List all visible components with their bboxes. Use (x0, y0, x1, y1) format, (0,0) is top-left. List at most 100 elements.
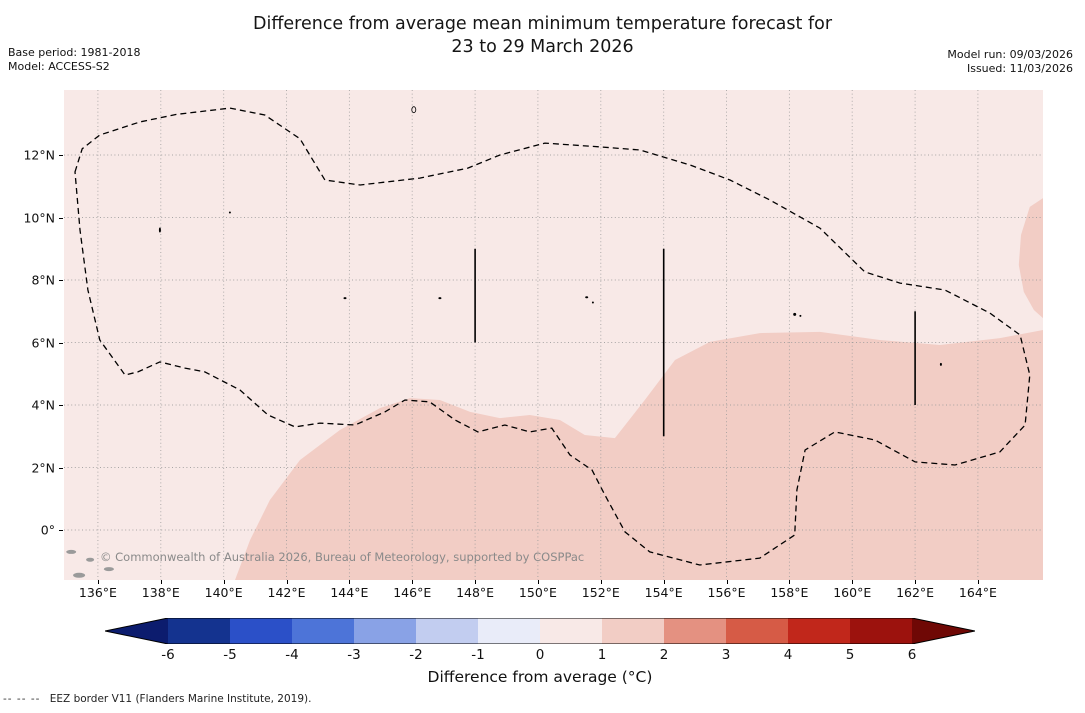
colorbar-segment (292, 618, 354, 644)
x-tick-label: 164°E (958, 585, 997, 600)
island-mark (799, 314, 802, 317)
colorbar-tick-labels: -6 -5 -4 -3 -2 -1 0 1 2 3 4 5 6 (105, 647, 975, 665)
y-tick-label: 12°N (23, 147, 55, 163)
y-tick-mark (59, 467, 63, 469)
colorbar-right-arrow (912, 618, 975, 644)
colorbar-left-arrow (105, 618, 168, 644)
forecast-anomaly-map: © Commonwealth of Australia 2026, Bureau… (64, 90, 1043, 580)
x-tick-label: 154°E (644, 585, 683, 600)
title-line-2: 23 to 29 March 2026 (451, 37, 634, 57)
y-tick-mark (59, 155, 63, 156)
colorbar-tick-label: 2 (659, 647, 669, 663)
colorbar-segment (788, 618, 850, 644)
model-run-text: Model run: 09/03/2026 (947, 48, 1073, 61)
issued-text: Issued: 11/03/2026 (966, 62, 1073, 75)
y-tick-mark (59, 217, 63, 219)
x-tick-label: 138°E (141, 585, 180, 600)
x-tick-label: 146°E (393, 585, 432, 600)
eez-footnote-text: EEZ border V11 (Flanders Marine Institut… (49, 693, 312, 705)
watermark-text: © Commonwealth of Australia 2026, Bureau… (100, 550, 585, 564)
y-tick-label: 2°N (31, 460, 55, 475)
colorbar-tick-label: 0 (535, 647, 545, 663)
x-tick-mark (160, 580, 162, 584)
colorbar-segment (478, 618, 540, 644)
colorbar-segment (850, 618, 912, 644)
x-tick-label: 158°E (770, 585, 809, 600)
y-tick-mark (59, 530, 63, 531)
colorbar-tick-label: -4 (285, 647, 299, 663)
x-tick-mark (286, 580, 288, 584)
eez-border-line (74, 107, 1031, 566)
x-tick-mark (475, 580, 477, 584)
colorbar-segment (168, 618, 230, 644)
colorbar-segment (664, 618, 726, 644)
x-tick-label: 140°E (204, 585, 243, 600)
y-tick-mark (59, 405, 63, 406)
colorbar-tick-label: 1 (597, 647, 607, 663)
island-mark (438, 297, 442, 300)
eez-footnote: -- -- -- EEZ border V11 (Flanders Marine… (3, 693, 311, 705)
colorbar-tick-label: -6 (161, 647, 175, 663)
x-tick-label: 144°E (330, 585, 369, 600)
model-name-text: Model: ACCESS-S2 (8, 60, 110, 73)
x-tick-label: 160°E (833, 585, 872, 600)
island-mark (411, 106, 417, 114)
colorbar-segment (416, 618, 478, 644)
island-mark (939, 362, 942, 366)
x-tick-label: 136°E (78, 585, 117, 600)
x-tick-mark (349, 580, 351, 584)
x-tick-mark (663, 580, 665, 584)
x-tick-mark (223, 580, 225, 584)
y-tick-mark (59, 342, 63, 344)
colorbar-segment (726, 618, 788, 644)
y-tick-label: 10°N (23, 210, 55, 225)
x-tick-mark (852, 580, 854, 584)
colorbar-canvas (104, 617, 976, 645)
x-tick-label: 156°E (707, 585, 746, 600)
colorbar-tick-label: -3 (347, 647, 361, 663)
page-title: Difference from average mean minimum tem… (0, 13, 1085, 59)
island-mark (158, 227, 161, 233)
island-mark (66, 549, 77, 554)
x-tick-mark (412, 580, 414, 584)
island-mark (585, 296, 589, 299)
y-tick-label: 6°N (31, 335, 55, 350)
island-mark (228, 211, 231, 214)
colorbar-tick-label: 3 (721, 647, 731, 663)
x-tick-label: 148°E (456, 585, 495, 600)
x-tick-label: 150°E (518, 585, 557, 600)
model-info-block: Base period: 1981-2018 Model: ACCESS-S2 (8, 46, 140, 74)
eez-dash-sample: -- -- -- (3, 693, 41, 705)
island-mark (343, 297, 347, 300)
colorbar-segment (354, 618, 416, 644)
y-tick-label: 4°N (31, 397, 55, 413)
x-tick-mark (977, 580, 979, 584)
title-line-1: Difference from average mean minimum tem… (252, 14, 833, 34)
colorbar (104, 617, 976, 645)
island-mark (73, 572, 86, 578)
x-tick-mark (915, 580, 917, 584)
base-period-text: Base period: 1981-2018 (8, 46, 141, 59)
colorbar-tick-label: 6 (907, 647, 917, 663)
x-tick-mark (97, 580, 99, 584)
colorbar-tick-label: -1 (471, 647, 485, 663)
y-tick-mark (59, 280, 63, 281)
colorbar-segment (602, 618, 664, 644)
y-tick-label: 0° (40, 522, 55, 538)
colorbar-segment (230, 618, 292, 644)
x-tick-label: 152°E (581, 585, 620, 600)
x-tick-label: 162°E (896, 585, 935, 600)
colorbar-segment (540, 618, 602, 644)
x-tick-mark (789, 580, 791, 584)
x-tick-mark (537, 580, 539, 584)
colorbar-tick-label: 5 (845, 647, 855, 663)
run-info-block: Model run: 09/03/2026 Issued: 11/03/2026 (947, 48, 1073, 76)
island-mark (793, 312, 797, 316)
colorbar-tick-label: -2 (409, 647, 423, 663)
map-canvas (64, 90, 1043, 580)
colorbar-tick-label: 4 (783, 647, 793, 663)
region-anomaly-band-1-to-2C-main (235, 330, 1043, 580)
island-mark (591, 301, 594, 304)
island-mark (103, 567, 114, 572)
